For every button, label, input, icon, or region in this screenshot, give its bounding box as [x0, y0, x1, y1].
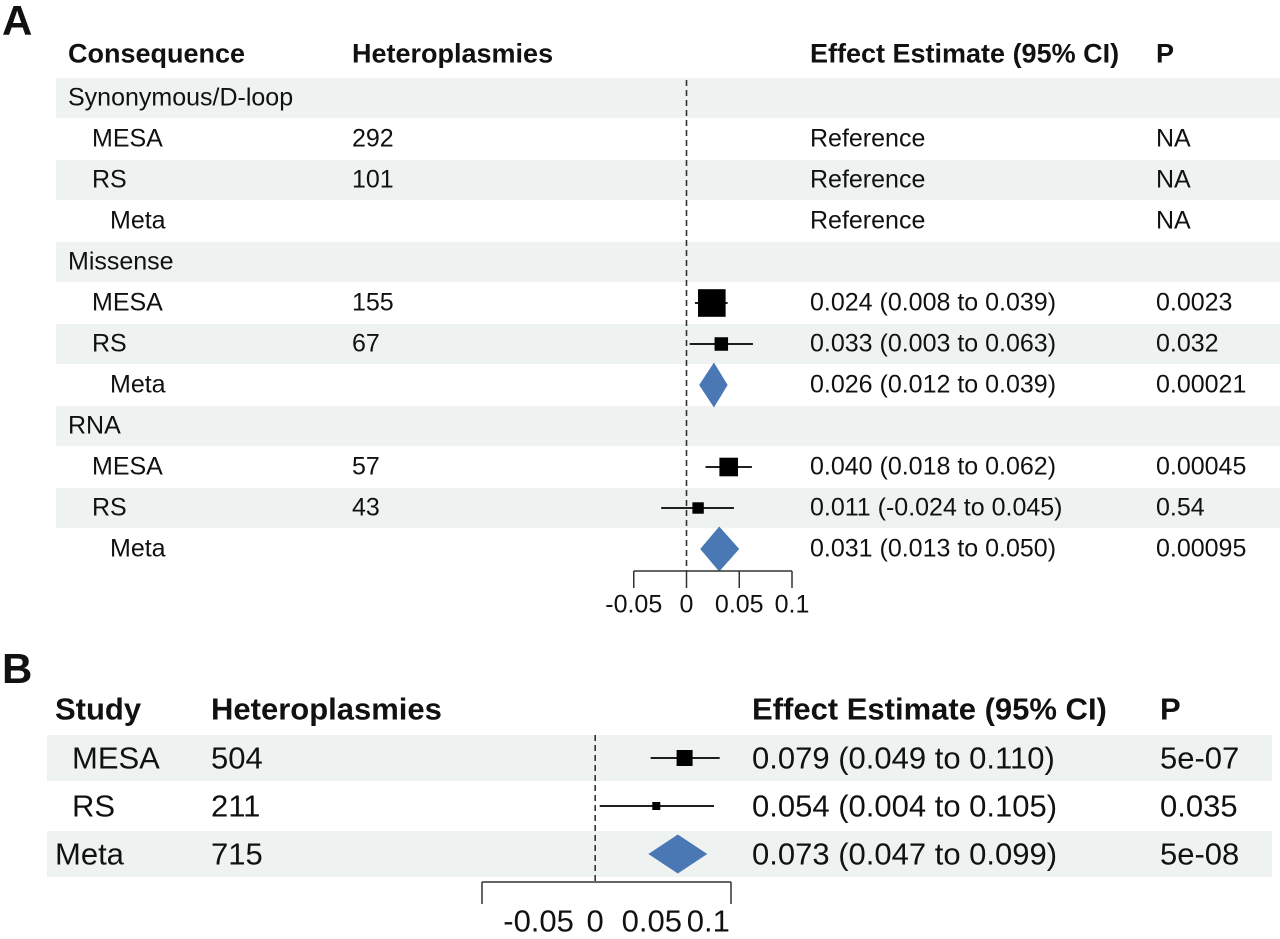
heteroplasmies-count: 504: [211, 740, 263, 776]
heteroplasmies-count: 43: [352, 493, 380, 522]
heteroplasmies-count: 67: [352, 329, 380, 358]
row-band: [56, 406, 1280, 446]
p-value-text: NA: [1156, 206, 1191, 235]
x-tick-label: 0.1: [686, 903, 730, 939]
effect-estimate-text: 0.026 (0.012 to 0.039): [810, 370, 1057, 399]
effect-estimate-text: 0.024 (0.008 to 0.039): [810, 288, 1057, 317]
column-header-heteroplasmies: Heteroplasmies: [211, 691, 442, 727]
column-header-group: Study: [55, 691, 142, 727]
column-header-p: P: [1156, 38, 1175, 69]
meta-estimate-diamond: [648, 834, 708, 874]
effect-estimate-text: 0.079 (0.049 to 0.110): [752, 740, 1055, 776]
p-value-text: 0.54: [1156, 493, 1205, 522]
effect-estimate-text: 0.033 (0.003 to 0.063): [810, 329, 1057, 358]
effect-estimate-text: 0.054 (0.004 to 0.105): [752, 788, 1058, 824]
p-value-text: 0.0023: [1156, 288, 1233, 317]
effect-estimate-text: Reference: [810, 206, 926, 235]
row-band: [56, 78, 1280, 118]
row-label: MESA: [92, 452, 163, 481]
column-header-effect: Effect Estimate (95% CI): [752, 691, 1107, 727]
effect-estimate-text: 0.073 (0.047 to 0.099): [752, 836, 1058, 872]
group-label: RNA: [68, 411, 121, 440]
row-label: Meta: [110, 534, 166, 563]
row-band: [56, 160, 1280, 200]
x-tick-label: 0: [679, 590, 694, 619]
effect-estimate-text: 0.040 (0.018 to 0.062): [810, 452, 1057, 481]
row-label: RS: [92, 329, 127, 358]
x-tick-label: 0.1: [774, 590, 810, 619]
column-header-heteroplasmies: Heteroplasmies: [352, 38, 554, 69]
p-value-text: 0.032: [1156, 329, 1219, 358]
heteroplasmies-count: 211: [211, 788, 261, 824]
effect-estimate-text: Reference: [810, 124, 926, 153]
p-value-text: 0.035: [1160, 788, 1238, 824]
p-value-text: NA: [1156, 165, 1191, 194]
x-tick-label: -0.05: [503, 903, 574, 939]
column-header-effect: Effect Estimate (95% CI): [810, 38, 1120, 69]
p-value-text: 0.00045: [1156, 452, 1247, 481]
point-estimate-square: [714, 337, 729, 351]
group-label: Synonymous/D-loop: [68, 83, 294, 112]
point-estimate-square: [652, 802, 661, 810]
effect-estimate-text: 0.031 (0.013 to 0.050): [810, 534, 1057, 563]
row-label: Meta: [110, 370, 166, 399]
row-label: Meta: [110, 206, 166, 235]
meta-estimate-diamond: [700, 526, 740, 572]
heteroplasmies-count: 715: [211, 836, 263, 872]
effect-estimate-text: 0.011 (-0.024 to 0.045): [810, 493, 1063, 522]
row-label: MESA: [92, 124, 163, 153]
p-value-text: 5e-07: [1160, 740, 1240, 776]
effect-estimate-text: Reference: [810, 165, 926, 194]
point-estimate-square: [719, 457, 738, 477]
point-estimate-square: [692, 502, 704, 514]
row-label: MESA: [92, 288, 163, 317]
heteroplasmies-count: 101: [352, 165, 394, 194]
p-value-text: 5e-08: [1160, 836, 1240, 872]
x-tick-label: 0: [586, 903, 604, 939]
heteroplasmies-count: 155: [352, 288, 394, 317]
group-label: Missense: [68, 247, 174, 276]
point-estimate-square: [676, 750, 693, 766]
p-value-text: 0.00021: [1156, 370, 1247, 399]
row-band: [56, 324, 1280, 364]
panel-b-label: B: [2, 645, 33, 692]
row-label: RS: [92, 493, 127, 522]
column-header-group: Consequence: [68, 38, 246, 69]
heteroplasmies-count: 292: [352, 124, 394, 153]
row-label: Meta: [55, 836, 124, 872]
row-label: RS: [72, 788, 116, 824]
meta-estimate-diamond: [699, 362, 728, 408]
panel-a-label: A: [2, 0, 33, 44]
row-band: [56, 242, 1280, 282]
heteroplasmies-count: 57: [352, 452, 380, 481]
p-value-text: NA: [1156, 124, 1191, 153]
row-label: RS: [92, 165, 127, 194]
column-header-p: P: [1160, 691, 1181, 727]
row-label: MESA: [72, 740, 160, 776]
point-estimate-square: [698, 289, 726, 317]
p-value-text: 0.00095: [1156, 534, 1247, 563]
x-tick-label: -0.05: [605, 590, 663, 619]
x-tick-label: 0.05: [714, 590, 764, 619]
x-tick-label: 0.05: [621, 903, 682, 939]
